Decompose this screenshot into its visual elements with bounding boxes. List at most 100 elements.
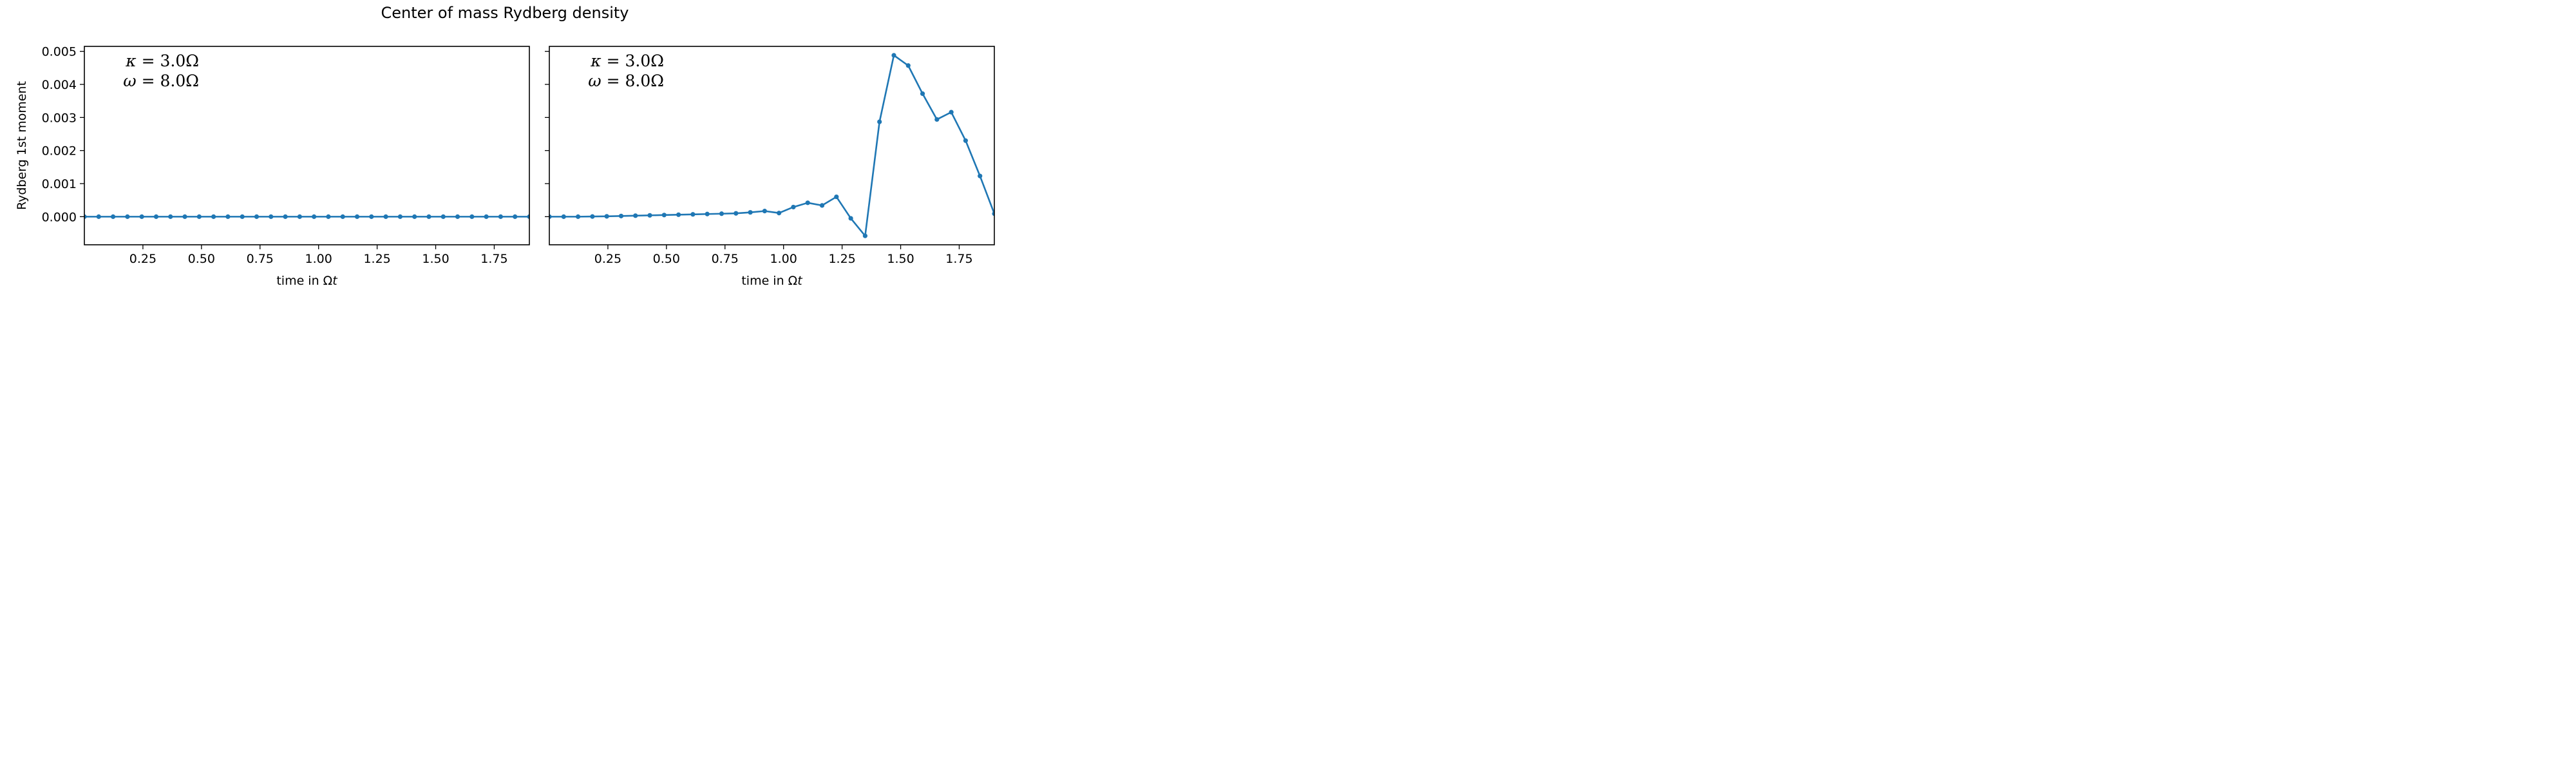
data-point	[182, 214, 187, 219]
y-tick-label: 0.002	[42, 144, 77, 158]
data-point	[354, 214, 360, 219]
figure-title: Center of mass Rydberg density	[381, 4, 629, 22]
data-point	[877, 119, 882, 124]
data-point	[934, 117, 940, 122]
kappa-annotation: κ = 3.0Ω	[125, 52, 199, 70]
data-point	[705, 211, 710, 216]
omega-annotation: ω = 8.0Ω	[123, 72, 199, 90]
y-axis-label: Rydberg 1st moment	[15, 81, 29, 210]
data-point	[590, 214, 595, 219]
data-point	[168, 214, 173, 219]
data-point	[125, 214, 130, 219]
y-tick-label: 0.000	[42, 210, 77, 224]
data-point	[561, 214, 566, 219]
data-point	[340, 214, 345, 219]
series-line	[549, 54, 994, 237]
axes-frame	[549, 46, 995, 245]
data-point	[96, 214, 101, 219]
data-point	[748, 210, 753, 215]
data-point	[661, 213, 667, 218]
data-point	[762, 209, 767, 214]
data-point	[139, 214, 144, 219]
x-tick-label: 0.50	[653, 252, 680, 266]
x-tick-label: 1.00	[305, 252, 332, 266]
data-point	[440, 214, 446, 219]
x-tick-label: 0.25	[129, 252, 156, 266]
data-point	[848, 216, 853, 221]
figure: Center of mass Rydberg density Rydberg 1…	[15, 4, 995, 288]
data-point	[527, 214, 529, 219]
x-tick-label: 1.50	[422, 252, 449, 266]
data-point	[891, 53, 896, 58]
plot-area	[84, 214, 529, 219]
data-point	[819, 203, 825, 208]
y-tick-label: 0.003	[42, 111, 77, 125]
data-point	[575, 214, 581, 219]
data-point	[469, 214, 475, 219]
y-tick-label: 0.001	[42, 177, 77, 191]
axes-frame	[84, 46, 530, 245]
data-point	[283, 214, 288, 219]
data-point	[920, 91, 925, 97]
data-point	[369, 214, 374, 219]
data-point	[211, 214, 216, 219]
data-point	[84, 214, 87, 219]
data-point	[297, 214, 302, 219]
x-tick-label: 1.50	[887, 252, 914, 266]
data-point	[805, 200, 810, 205]
data-point	[498, 214, 504, 219]
x-tick-label: 0.25	[594, 252, 621, 266]
x-axis-label: time in Ωt	[276, 274, 338, 288]
data-point	[513, 214, 518, 219]
data-point	[647, 213, 652, 218]
omega-annotation: ω = 8.0Ω	[588, 72, 664, 90]
data-point	[992, 211, 994, 216]
data-point	[484, 214, 489, 219]
data-point	[719, 211, 724, 216]
data-point	[196, 214, 202, 219]
data-point	[383, 214, 388, 219]
data-point	[397, 214, 402, 219]
data-point	[905, 63, 911, 68]
data-point	[426, 214, 431, 219]
data-point	[110, 214, 116, 219]
x-tick-label: 0.75	[712, 252, 739, 266]
data-point	[690, 212, 696, 217]
data-point	[834, 194, 839, 200]
x-tick-label: 1.25	[363, 252, 390, 266]
data-point	[225, 214, 231, 219]
x-tick-label: 1.00	[770, 252, 797, 266]
data-point	[734, 211, 739, 216]
plot-area	[549, 53, 994, 238]
data-point	[949, 110, 954, 115]
data-point	[618, 213, 624, 218]
data-point	[153, 214, 159, 219]
data-point	[312, 214, 317, 219]
x-tick-label: 1.75	[480, 252, 507, 266]
x-tick-label: 1.25	[828, 252, 855, 266]
data-point	[412, 214, 417, 219]
y-tick-label: 0.005	[42, 45, 77, 59]
kappa-annotation: κ = 3.0Ω	[590, 52, 664, 70]
x-tick-label: 0.50	[188, 252, 215, 266]
data-point	[254, 214, 260, 219]
data-point	[326, 214, 331, 219]
data-point	[862, 233, 867, 238]
data-point	[269, 214, 274, 219]
data-point	[777, 211, 782, 216]
data-point	[791, 204, 796, 210]
data-point	[978, 173, 983, 178]
data-point	[633, 213, 638, 218]
data-point	[240, 214, 245, 219]
left-panel: 0.25 0.50 0.75 1.00 1.25 1.50 1.75 0.000 0.001 0.…	[42, 45, 530, 288]
x-axis-label: time in Ωt	[741, 274, 803, 288]
right-panel: 0.25 0.50 0.75 1.00 1.25 1.50 1.75 time in Ωt κ …	[545, 46, 995, 288]
data-point	[963, 138, 969, 143]
data-point	[455, 214, 460, 219]
x-tick-label: 0.75	[247, 252, 274, 266]
y-tick-label: 0.004	[42, 78, 77, 92]
data-point	[604, 214, 609, 219]
x-tick-label: 1.75	[945, 252, 972, 266]
data-point	[549, 214, 552, 219]
data-point	[676, 212, 681, 217]
